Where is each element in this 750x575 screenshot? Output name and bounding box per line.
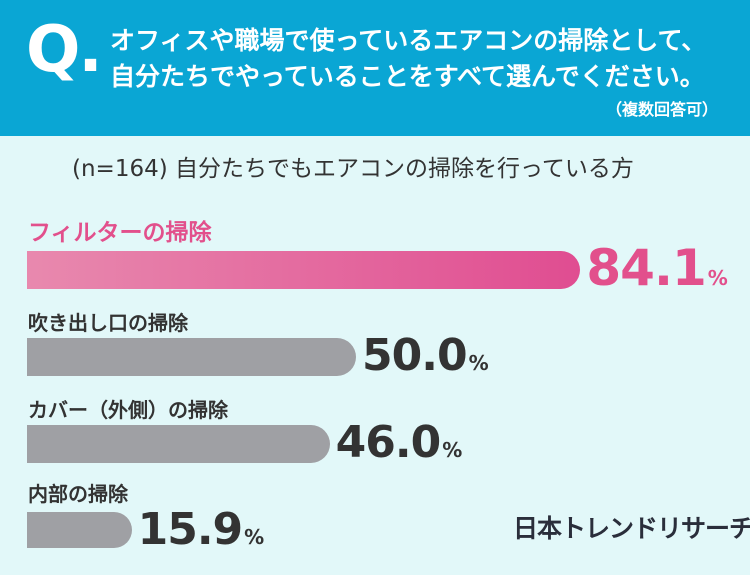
value-number: 15.9 — [137, 504, 244, 555]
value-number: 46.0 — [335, 417, 442, 468]
value-label: 46.0% — [336, 421, 463, 465]
multiple-answer-note: （複数回答可） — [605, 100, 718, 119]
sample-note: (n=164) 自分たちでもエアコンの掃除を行っている方 — [72, 156, 634, 182]
question-line-2: 自分たちでやっていることをすべて選んでください。 — [110, 62, 705, 91]
bar — [27, 251, 581, 289]
bar — [27, 425, 330, 463]
value-number: 84.1 — [586, 239, 706, 297]
brand-logo: 日本トレンドリサーチ — [513, 514, 750, 543]
value-label: 15.9% — [138, 508, 265, 552]
category-label: フィルターの掃除 — [28, 220, 212, 246]
q-mark: Q. — [26, 13, 103, 87]
value-unit: % — [468, 351, 489, 375]
value-number: 50.0 — [362, 330, 468, 381]
value-unit: % — [707, 266, 728, 290]
value-label: 84.1% — [586, 243, 727, 293]
value-unit: % — [442, 438, 463, 462]
question-header: Q. オフィスや職場で使っているエアコンの掃除として、 自分たちでやっていること… — [0, 0, 750, 136]
question-line-1: オフィスや職場で使っているエアコンの掃除として、 — [110, 26, 707, 55]
value-label: 50.0% — [362, 334, 489, 378]
category-label: カバー（外側）の掃除 — [28, 398, 228, 422]
value-unit: % — [244, 525, 265, 549]
bar — [27, 512, 132, 548]
bar — [27, 338, 356, 376]
category-label: 内部の掃除 — [28, 482, 128, 506]
category-label: 吹き出し口の掃除 — [28, 311, 188, 335]
